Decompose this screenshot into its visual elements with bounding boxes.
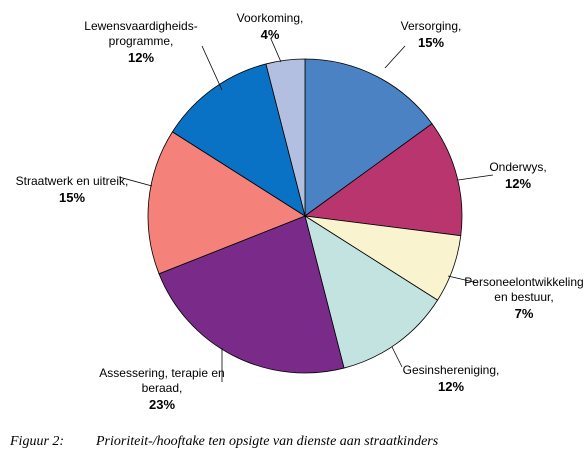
slice-label-5-line-1: Assessering, terapie en [99,366,224,380]
leader-line-1 [384,45,406,69]
leader-line-4 [391,346,403,368]
slice-label-7-line-2: programme, [109,34,174,48]
slice-value-5: 23% [149,397,175,412]
leader-line-6 [118,176,153,187]
figure-caption: Figuur 2: Prioriteit-/hooftake ten opsigt… [10,434,580,454]
slice-value-7: 12% [128,50,154,65]
pie-slice-1 [304,58,433,217]
figure-caption-text: Prioriteit-/hooftake ten opsigte van die… [96,434,439,449]
slice-label-7-line-1: Lewensvaardigheids- [84,19,197,33]
pie-chart: Versorging, 15% Onderwys, 12% Personeelontwi… [16,11,584,412]
leader-line-7 [201,45,223,91]
pie-slice-7 [171,63,306,217]
pie-slice-8 [265,58,306,217]
leader-line-8 [270,38,282,63]
figure-number: Figuur 2: [10,434,65,449]
slice-value-6: 15% [59,190,85,205]
slice-value-8: 4% [261,27,280,42]
leader-line-2 [457,174,494,181]
pie-slice-2 [303,123,463,237]
pie-slice-4 [304,215,439,369]
slice-label-1-line-1: Versorging, [401,19,462,33]
leader-line-3 [447,275,479,284]
slice-value-1: 15% [418,35,444,50]
pie-slice-6 [147,131,306,275]
slice-value-4: 12% [438,379,464,394]
slice-label-3-line-2: en bestuur, [494,290,553,304]
slice-value-2: 12% [505,176,531,191]
slice-label-3-line-1: Personeelontwikkeling [464,275,583,289]
pie-slice-5 [158,215,345,374]
slice-label-8-line-1: Voorkoming, [237,11,304,25]
slice-label-2-line-1: Onderwys, [489,160,546,174]
slice-label-4-line-1: Gesinshereniging, [403,363,500,377]
slice-label-6-line-1: Straatwerk en uitreik, [16,174,129,188]
slice-value-3: 7% [515,306,534,321]
slice-label-5-line-2: beraad, [142,381,183,395]
